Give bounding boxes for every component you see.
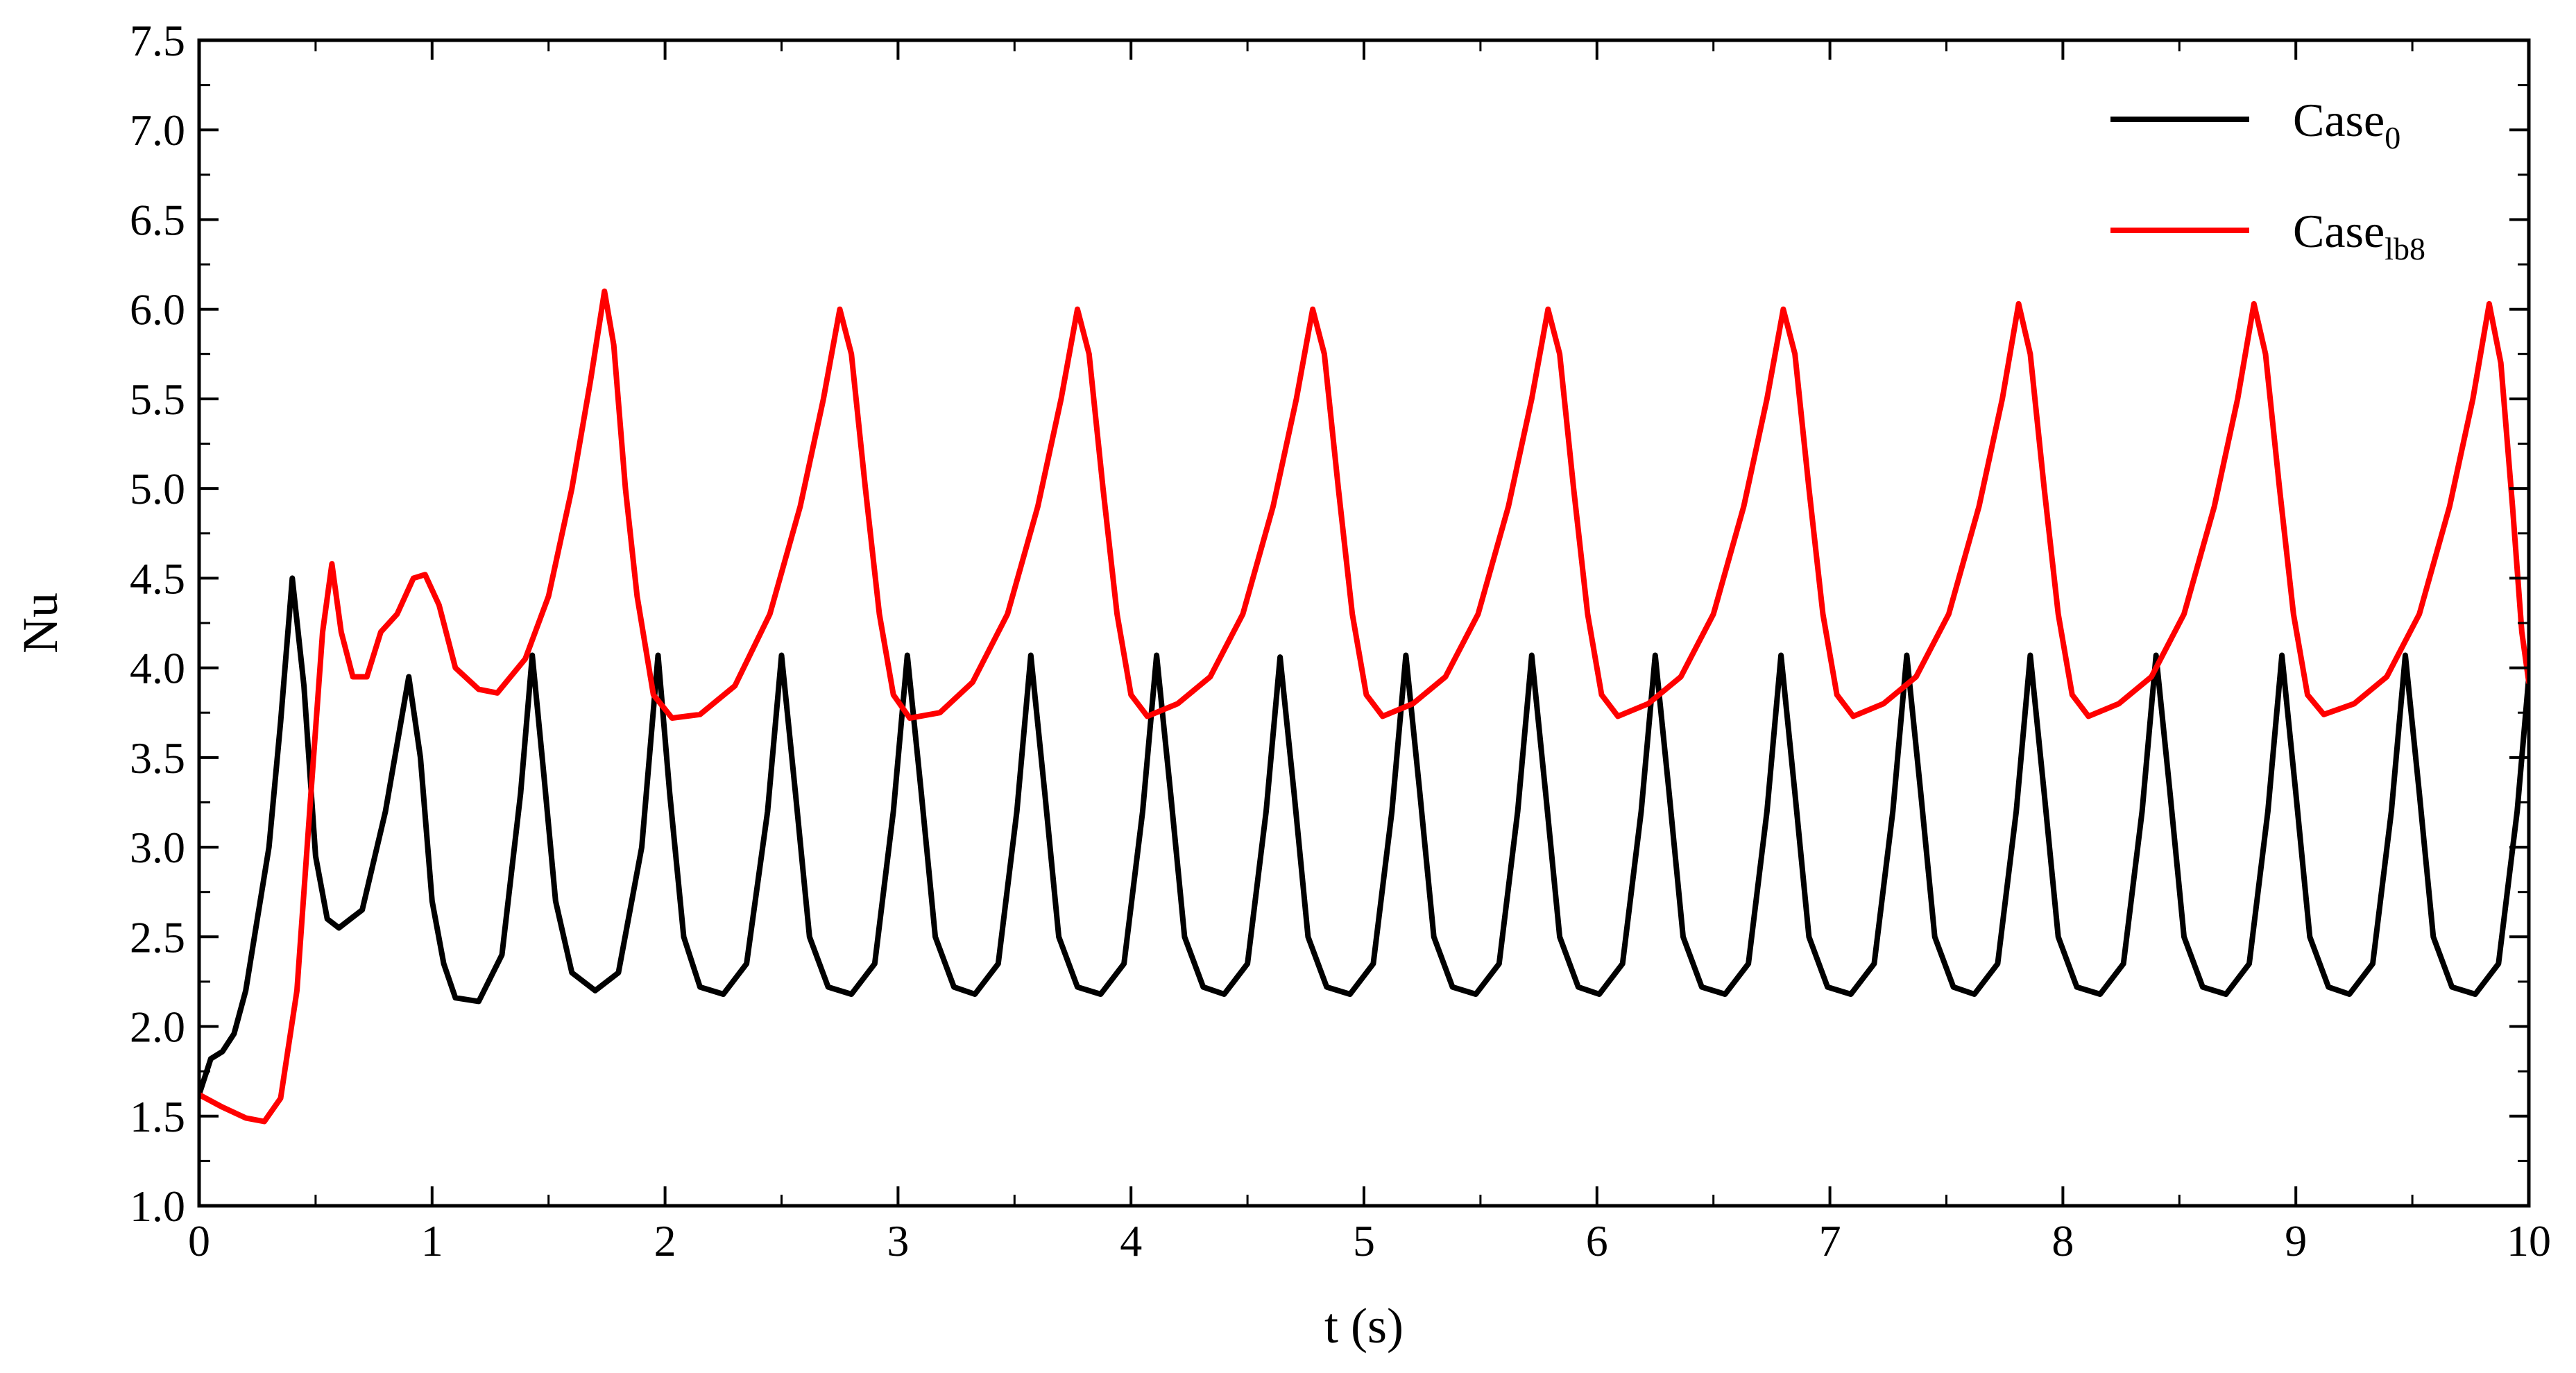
y-tick-label: 4.5 (130, 554, 185, 603)
legend-name: Case (2293, 94, 2385, 146)
x-tick-label: 1 (421, 1216, 443, 1265)
x-tick-label: 6 (1586, 1216, 1608, 1265)
x-tick-label: 8 (2052, 1216, 2074, 1265)
x-axis-title: t (s) (1324, 1298, 1404, 1354)
series-line-1 (199, 288, 2529, 1125)
y-tick-label: 1.0 (130, 1182, 185, 1231)
y-tick-label: 6.0 (130, 285, 185, 334)
legend-label-1: Caselb8 (2293, 205, 2425, 266)
legend-subscript: 0 (2385, 120, 2400, 155)
y-tick-label: 2.5 (130, 912, 185, 962)
y-tick-label: 6.5 (130, 195, 185, 244)
y-tick-label: 5.5 (130, 375, 185, 424)
y-tick-label: 5.0 (130, 464, 185, 513)
legend-name: Case (2293, 205, 2385, 257)
series-line-0 (199, 575, 2529, 1098)
x-tick-label: 4 (1120, 1216, 1142, 1265)
y-axis-ticks: 1.0 1.5 2.0 2.5 3.0 3.5 4.0 4.5 5.0 5.5 6.0 6.5 7.0 7… (130, 16, 2529, 1231)
x-tick-label: 3 (887, 1216, 909, 1265)
legend-subscript: lb8 (2385, 231, 2425, 266)
x-axis-ticks: 0 1 2 3 4 5 6 7 8 9 10 (188, 40, 2551, 1265)
y-tick-label: 7.0 (130, 105, 185, 155)
x-tick-label: 9 (2285, 1216, 2307, 1265)
y-tick-label: 3.5 (130, 733, 185, 783)
x-tick-label: 0 (188, 1216, 210, 1265)
series-lines (199, 288, 2529, 1125)
x-tick-label: 7 (1819, 1216, 1841, 1265)
y-axis-title: Nu (12, 592, 68, 654)
legend-label-0: Case0 (2293, 94, 2400, 155)
x-tick-label: 5 (1353, 1216, 1375, 1265)
y-tick-label: 3.0 (130, 823, 185, 872)
y-tick-label: 1.5 (130, 1092, 185, 1141)
y-tick-label: 7.5 (130, 16, 185, 65)
x-tick-label: 2 (654, 1216, 676, 1265)
y-tick-label: 2.0 (130, 1003, 185, 1052)
x-tick-label: 10 (2507, 1216, 2551, 1265)
y-tick-label: 4.0 (130, 644, 185, 693)
